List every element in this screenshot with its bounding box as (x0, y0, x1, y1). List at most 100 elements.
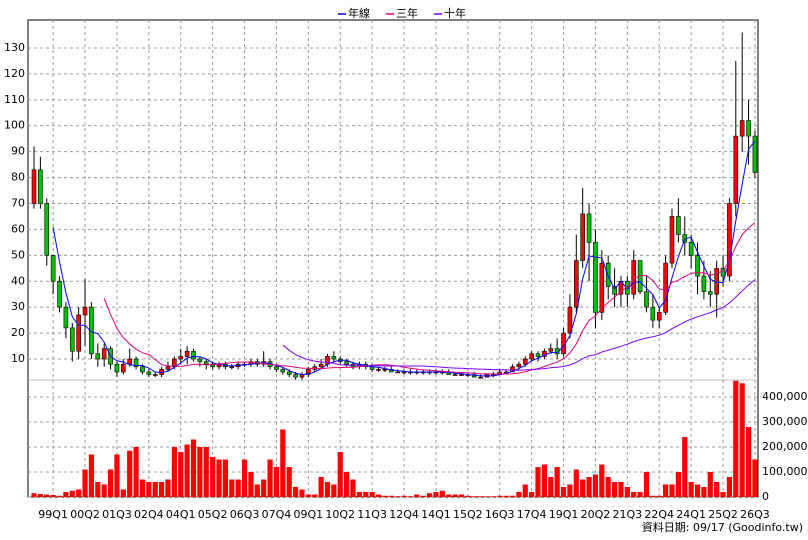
y-tick-label: 110 (4, 93, 25, 106)
volume-bar (241, 459, 248, 497)
candle-body (701, 275, 707, 292)
y2-tick-label: 300,000 (762, 415, 808, 428)
volume-bar (146, 482, 152, 497)
y-tick-label: 60 (11, 222, 25, 235)
candle-body (663, 262, 668, 313)
volume-bar (82, 469, 88, 497)
volume-bar (465, 495, 471, 497)
volume-bar (267, 459, 273, 497)
volume-bar (216, 459, 222, 497)
candle-body (695, 255, 700, 277)
candle-body (459, 374, 464, 376)
candle-body (676, 216, 681, 235)
volume-bar (369, 492, 375, 497)
candle-body (127, 358, 132, 365)
volume-bar (280, 429, 286, 497)
volume-bar (95, 482, 101, 497)
candle-body (203, 361, 209, 365)
volume-bar (184, 444, 190, 497)
candle-body (478, 376, 483, 379)
y2-tick-label: 200,000 (762, 440, 808, 453)
volume-bar (433, 492, 439, 497)
volume-bar (356, 492, 362, 497)
candle-body (650, 306, 656, 321)
y-tick-label: 90 (11, 145, 25, 158)
candle-body (165, 366, 171, 370)
volume-bar (178, 452, 184, 497)
candle-body (331, 356, 337, 360)
x-tick-label: 25Q2 (708, 508, 738, 521)
candle-body (325, 356, 330, 365)
y-tick-label: 40 (11, 274, 25, 287)
volume-bar (701, 487, 707, 497)
volume-bar (522, 484, 528, 497)
x-tick-label: 10Q2 (325, 508, 355, 521)
volume-bar (624, 487, 630, 497)
volume-bar (127, 450, 133, 497)
volume-bar (107, 469, 114, 497)
volume-bar (56, 495, 63, 497)
volume-bar (439, 490, 445, 497)
y-tick-label: 80 (11, 171, 25, 184)
x-tick-label: 06Q3 (230, 508, 260, 521)
x-tick-label: 20Q2 (581, 508, 611, 521)
x-tick-label: 00Q2 (70, 508, 100, 521)
volume-bar (694, 484, 701, 497)
volume-bar (503, 495, 509, 497)
volume-bar (337, 452, 343, 497)
candle-body (63, 306, 69, 329)
volume-bar (618, 482, 624, 497)
volume-bar (248, 472, 254, 497)
x-tick-label: 14Q1 (421, 508, 451, 521)
candle-body (152, 374, 158, 376)
volume-bar (529, 492, 535, 497)
volume-bar (471, 496, 477, 497)
candle-body (529, 353, 534, 360)
volume-bar (586, 477, 592, 497)
volume-bar (707, 472, 713, 497)
volume-bar (44, 494, 50, 497)
volume-bar (599, 464, 605, 497)
volume-bar (446, 494, 452, 497)
volume-bar (375, 494, 382, 497)
volume-bar (490, 496, 496, 497)
candle-body (114, 363, 120, 373)
volume-bar (222, 459, 228, 497)
ma-line (52, 140, 756, 377)
x-tick-label: 21Q3 (613, 508, 643, 521)
volume-bar (318, 477, 324, 497)
candle-body (344, 361, 349, 365)
volume-bar (656, 495, 662, 497)
volume-bar (31, 493, 37, 497)
candle-body (612, 286, 617, 295)
volume-bar (548, 477, 554, 497)
x-tick-label: 24Q1 (676, 508, 706, 521)
candle-body (548, 348, 554, 352)
volume-bar (458, 494, 465, 497)
candle-body (573, 260, 579, 308)
y-tick-label: 50 (11, 248, 25, 261)
candle-body (567, 306, 573, 334)
x-tick-label: 22Q4 (644, 508, 674, 521)
volume-bar (605, 477, 611, 497)
volume-bar (675, 472, 681, 497)
candle-body (586, 213, 592, 243)
x-tick-label: 16Q3 (485, 508, 515, 521)
legend-label: 年線 (348, 6, 370, 20)
volume-bar (509, 495, 516, 497)
candle-body (38, 169, 43, 204)
volume-bar (159, 482, 165, 497)
candle-body (280, 369, 286, 373)
volume-bar (688, 482, 694, 497)
y2-tick-label: 100,000 (762, 465, 808, 478)
volume-bar (643, 472, 650, 497)
volume-bar (720, 492, 726, 497)
candle-body (121, 363, 126, 373)
candle-body (401, 371, 407, 374)
candle-body (50, 255, 56, 282)
candle-body (101, 348, 107, 360)
volume-bar (197, 447, 203, 497)
volume-bar (650, 495, 656, 497)
volume-bar (478, 496, 484, 497)
volume-bar (165, 479, 171, 497)
